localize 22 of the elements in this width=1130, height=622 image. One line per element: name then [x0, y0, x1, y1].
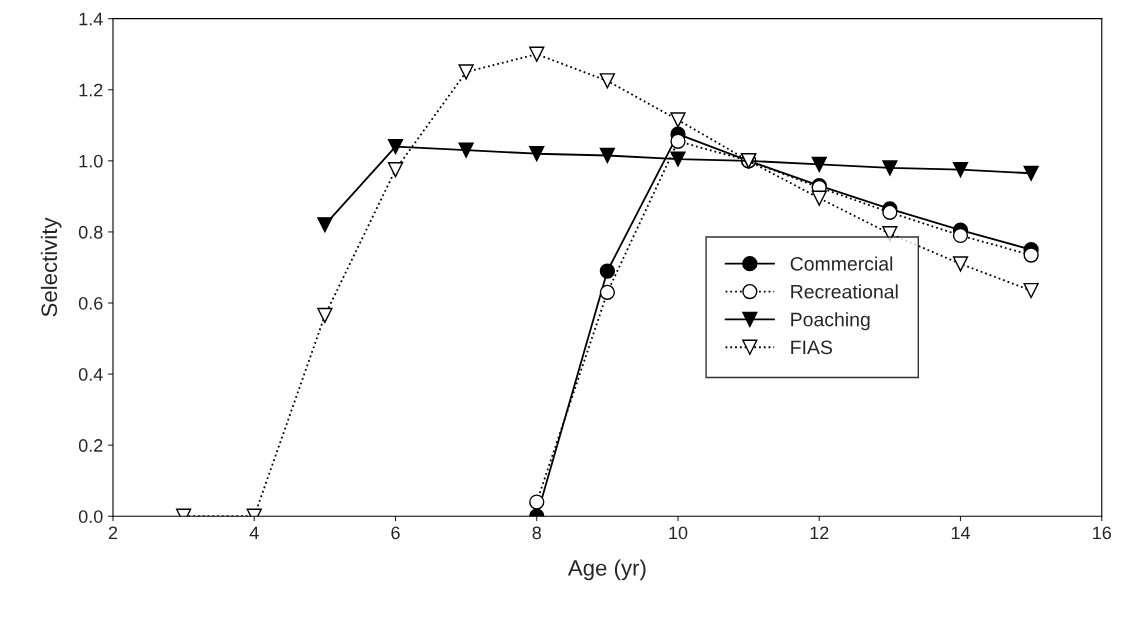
- x-tick-label: 2: [108, 526, 118, 540]
- x-tick-label: 12: [810, 526, 829, 540]
- x-tick-label: 4: [249, 526, 259, 540]
- x-tick-label: 16: [1093, 526, 1111, 540]
- y-tick-label: 0.8: [78, 225, 103, 239]
- y-tick-label: 0.4: [78, 368, 103, 381]
- x-tick-label: 6: [391, 526, 400, 540]
- x-tick-label: 10: [669, 526, 688, 540]
- y-axis-title: Selectivity: [40, 217, 62, 317]
- y-tick-label: 0.6: [78, 296, 103, 310]
- legend-label: Recreational: [791, 284, 898, 299]
- x-tick-label: 8: [532, 526, 541, 540]
- y-tick-label: 1.2: [79, 83, 103, 97]
- y-tick-label: 0.0: [78, 510, 103, 523]
- legend-label: Commercial: [790, 256, 893, 271]
- x-tick-label: 14: [951, 526, 971, 540]
- legend-label: Poaching: [791, 312, 870, 331]
- y-tick-label: 1.4: [79, 12, 103, 26]
- x-axis-title: Age (yr): [567, 559, 646, 581]
- legend-label: FIAS: [791, 340, 833, 355]
- y-tick-label: 0.2: [78, 439, 103, 452]
- y-tick-label: 1.0: [79, 154, 103, 168]
